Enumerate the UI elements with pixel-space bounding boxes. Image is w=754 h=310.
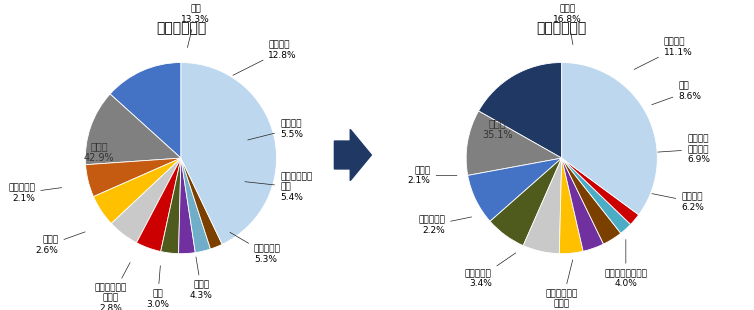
Text: 靴類
3.0%: 靴類 3.0% xyxy=(146,266,169,309)
Wedge shape xyxy=(181,63,277,244)
Wedge shape xyxy=(136,158,181,251)
Text: 電気製品
11.1%: 電気製品 11.1% xyxy=(634,38,692,69)
Text: 身辺細貨類
2.1%: 身辺細貨類 2.1% xyxy=(8,184,62,203)
Wedge shape xyxy=(86,158,181,197)
Wedge shape xyxy=(161,158,181,254)
Wedge shape xyxy=(562,63,657,215)
Text: 身辺細貨類
3.4%: 身辺細貨類 3.4% xyxy=(465,253,516,288)
Wedge shape xyxy=(523,158,562,254)
Text: 玩具類
2.1%: 玩具類 2.1% xyxy=(408,166,457,185)
Text: 医薬品
16.8%: 医薬品 16.8% xyxy=(553,5,582,45)
Text: その他
42.9%: その他 42.9% xyxy=(84,141,115,163)
FancyArrow shape xyxy=(335,130,371,180)
Text: コンピュータ製品
4.0%: コンピュータ製品 4.0% xyxy=(605,240,648,288)
Wedge shape xyxy=(112,158,181,243)
Text: 家庭用雑貨
2.2%: 家庭用雑貨 2.2% xyxy=(418,215,471,235)
Text: 家庭用雑貨
5.3%: 家庭用雑貨 5.3% xyxy=(230,232,280,264)
Text: バッグ類
6.2%: バッグ類 6.2% xyxy=(652,192,704,211)
Wedge shape xyxy=(181,158,210,253)
Text: 携帯電話及び
付属品
2.8%: 携帯電話及び 付属品 2.8% xyxy=(95,263,130,310)
Wedge shape xyxy=(179,158,195,254)
Wedge shape xyxy=(562,158,621,244)
Text: 衣類
8.6%: 衣類 8.6% xyxy=(651,82,701,105)
Text: 煙草及び
喫煙用具
6.9%: 煙草及び 喫煙用具 6.9% xyxy=(657,135,710,164)
Wedge shape xyxy=(479,63,562,158)
Wedge shape xyxy=(562,158,603,251)
Wedge shape xyxy=(467,158,562,221)
Text: コンピュータ
製品
5.4%: コンピュータ 製品 5.4% xyxy=(245,172,312,202)
Text: （令和４年）: （令和４年） xyxy=(537,21,587,35)
Wedge shape xyxy=(490,158,562,246)
Wedge shape xyxy=(466,111,562,175)
Text: （令和３年）: （令和３年） xyxy=(156,21,206,35)
Wedge shape xyxy=(93,158,181,224)
Wedge shape xyxy=(559,158,583,254)
Text: 医薬品
2.6%: 医薬品 2.6% xyxy=(35,232,85,255)
Text: バッグ類
5.5%: バッグ類 5.5% xyxy=(248,119,303,140)
Text: 携帯電話及び
付属品
3.6%: 携帯電話及び 付属品 3.6% xyxy=(546,260,578,310)
Wedge shape xyxy=(181,158,222,249)
Text: 布製品
4.3%: 布製品 4.3% xyxy=(190,257,213,300)
Wedge shape xyxy=(562,158,639,224)
Text: 電気製品
12.8%: 電気製品 12.8% xyxy=(233,41,297,75)
Wedge shape xyxy=(110,63,181,158)
Text: 衣類
13.3%: 衣類 13.3% xyxy=(181,5,210,47)
Text: その他
35.1%: その他 35.1% xyxy=(483,118,513,140)
Wedge shape xyxy=(562,158,630,233)
Wedge shape xyxy=(85,94,181,165)
